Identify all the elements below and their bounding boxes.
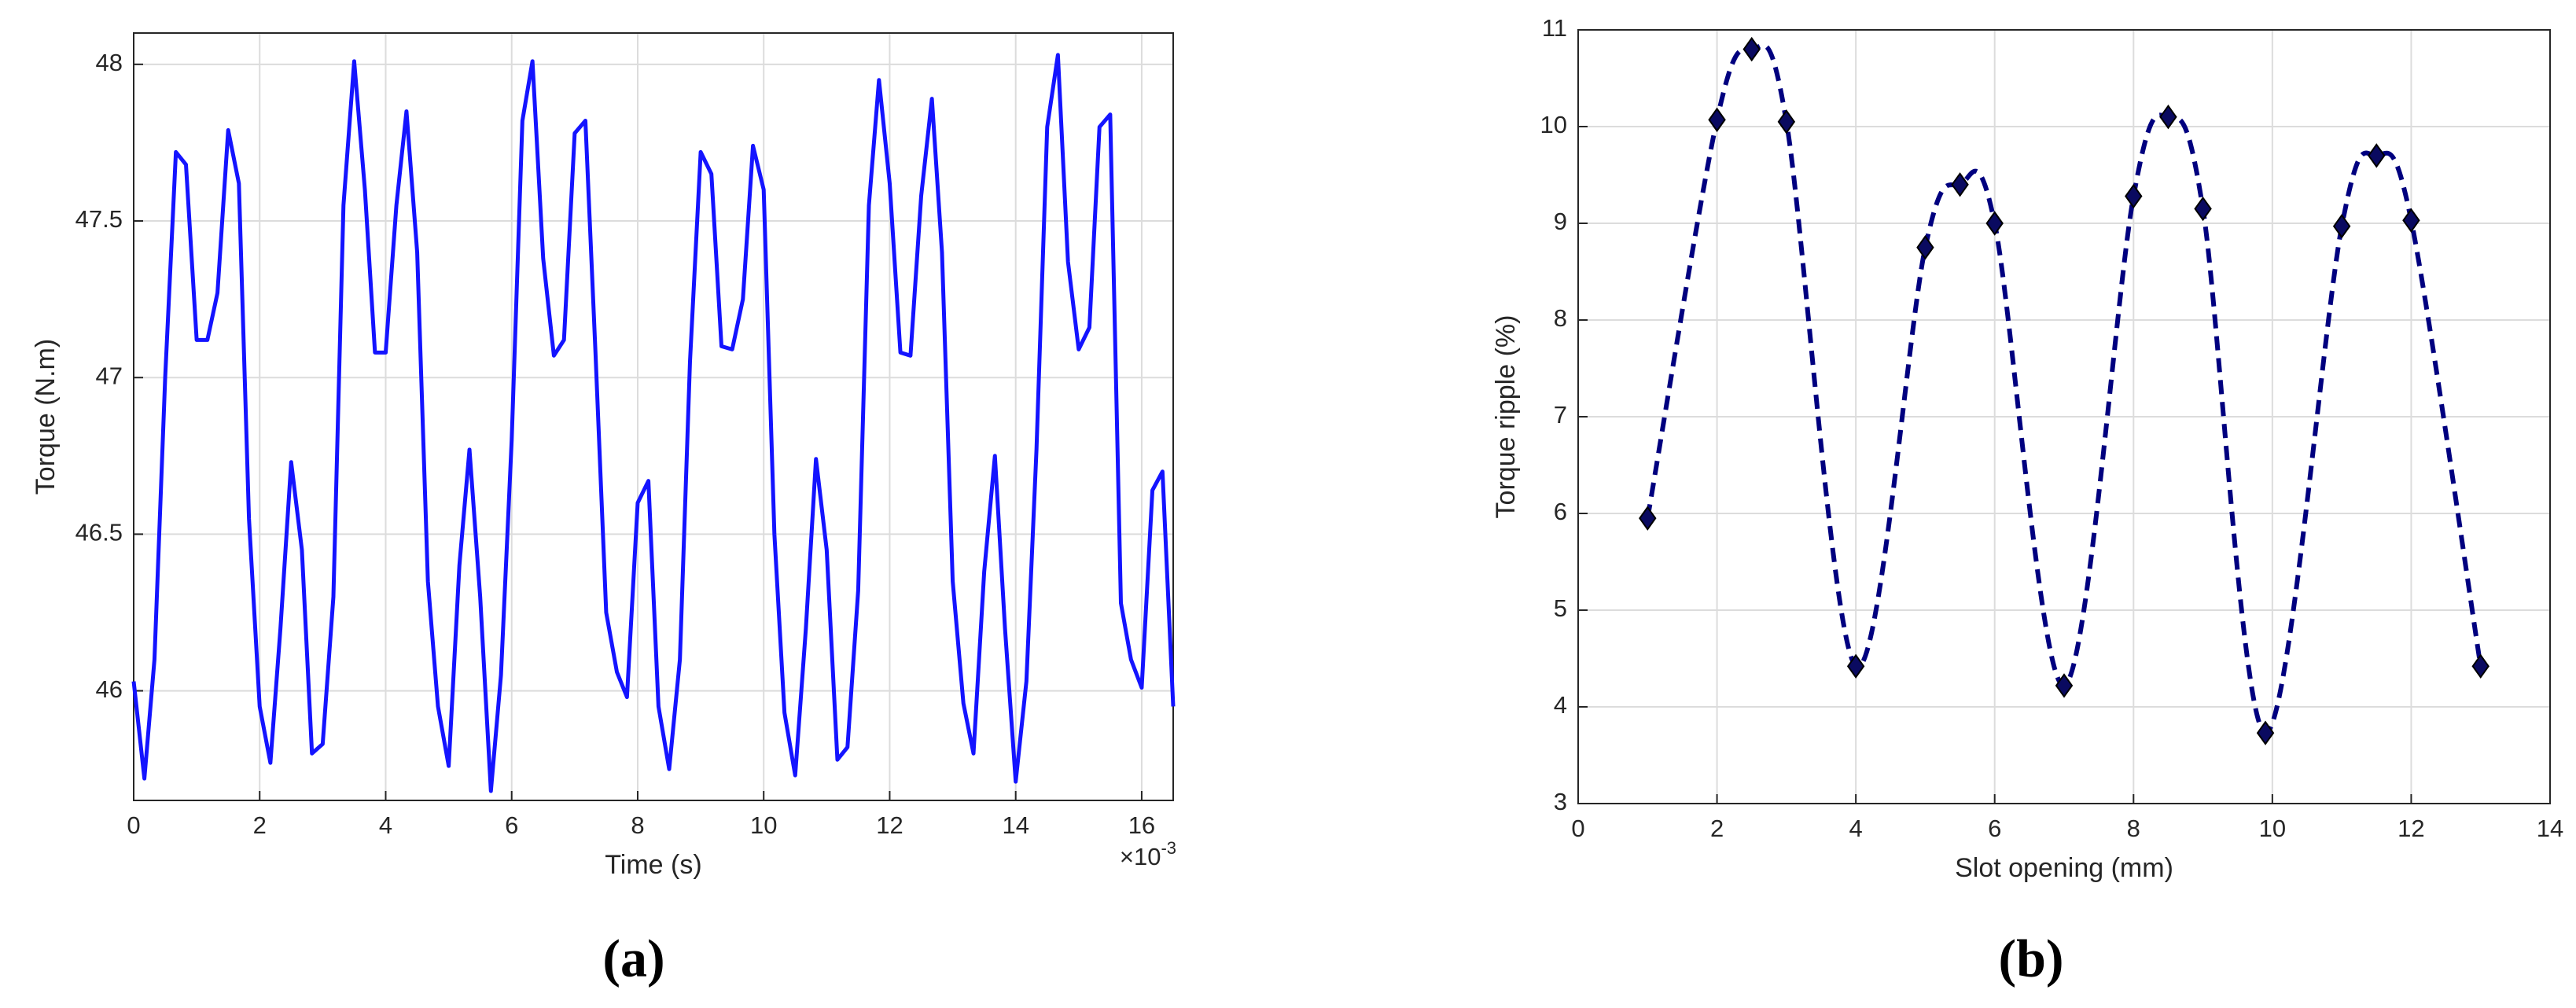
y-tick-label: 5	[1554, 594, 1567, 622]
y-tick-label: 8	[1554, 304, 1567, 332]
data-point	[2125, 183, 2143, 209]
x-tick-label: 14	[1002, 811, 1029, 839]
data-point	[2402, 208, 2420, 234]
x-axis-label: Slot opening (mm)	[1955, 853, 2173, 883]
y-tick-label: 9	[1554, 208, 1567, 235]
x-tick-label: 2	[1710, 815, 1724, 842]
x-tick-label: 8	[631, 811, 644, 839]
data-point	[1916, 235, 1934, 260]
x-tick-label: 10	[2259, 815, 2286, 842]
data-point	[2055, 673, 2074, 698]
y-axis-label: Torque (N.m)	[31, 339, 61, 495]
data-line	[131, 53, 1176, 793]
x-tick-label: 16	[1128, 811, 1155, 839]
data-point	[1777, 109, 1796, 134]
data-point	[1639, 506, 1657, 531]
x-multiplier-base: ×10	[1120, 843, 1161, 870]
y-tick-label: 7	[1554, 401, 1567, 429]
x-tick-label: 2	[253, 811, 267, 839]
y-tick-label: 11	[1542, 14, 1567, 42]
data-point	[2194, 196, 2212, 222]
plot-frame	[1577, 29, 2551, 804]
x-tick-label: 0	[127, 811, 140, 839]
y-axis-label: Torque ripple (%)	[1491, 315, 1521, 519]
x-tick-label: 12	[2398, 815, 2424, 842]
data-point	[2256, 720, 2275, 745]
panel-label: (a)	[602, 929, 664, 988]
x-multiplier-exponent: -3	[1161, 838, 1176, 858]
data-point	[1951, 172, 1969, 197]
panel-label: (b)	[1998, 929, 2063, 988]
data-point	[2332, 213, 2351, 239]
x-tick-label: 6	[505, 811, 518, 839]
x-multiplier: ×10-3	[1120, 838, 1176, 870]
x-tick-label: 6	[1988, 815, 2001, 842]
x-tick-label: 12	[876, 811, 903, 839]
y-tick-label: 6	[1554, 498, 1567, 525]
y-tick-label: 10	[1540, 111, 1567, 138]
plot-frame	[133, 32, 1174, 801]
data-point	[1708, 107, 1726, 133]
x-tick-label: 8	[2127, 815, 2140, 842]
y-tick-label: 46	[96, 675, 123, 703]
data-point	[1846, 653, 1865, 679]
x-axis-label: Time (s)	[605, 850, 701, 880]
data-point	[2368, 143, 2386, 168]
data-point	[1742, 36, 1761, 62]
data-point	[2159, 104, 2177, 130]
x-tick-label: 10	[750, 811, 777, 839]
x-tick-label: 4	[1849, 815, 1863, 842]
x-tick-label: 0	[1571, 815, 1584, 842]
y-tick-label: 47.5	[75, 205, 123, 233]
y-tick-label: 48	[96, 49, 123, 76]
y-tick-label: 4	[1554, 691, 1567, 719]
x-tick-label: 4	[379, 811, 392, 839]
y-tick-label: 47	[96, 362, 123, 389]
plot-area	[134, 33, 1173, 800]
y-tick-label: 46.5	[75, 519, 123, 546]
data-point	[1985, 211, 2004, 236]
y-tick-label: 3	[1554, 788, 1567, 815]
data-point	[2471, 653, 2490, 679]
x-tick-label: 14	[2537, 815, 2563, 842]
